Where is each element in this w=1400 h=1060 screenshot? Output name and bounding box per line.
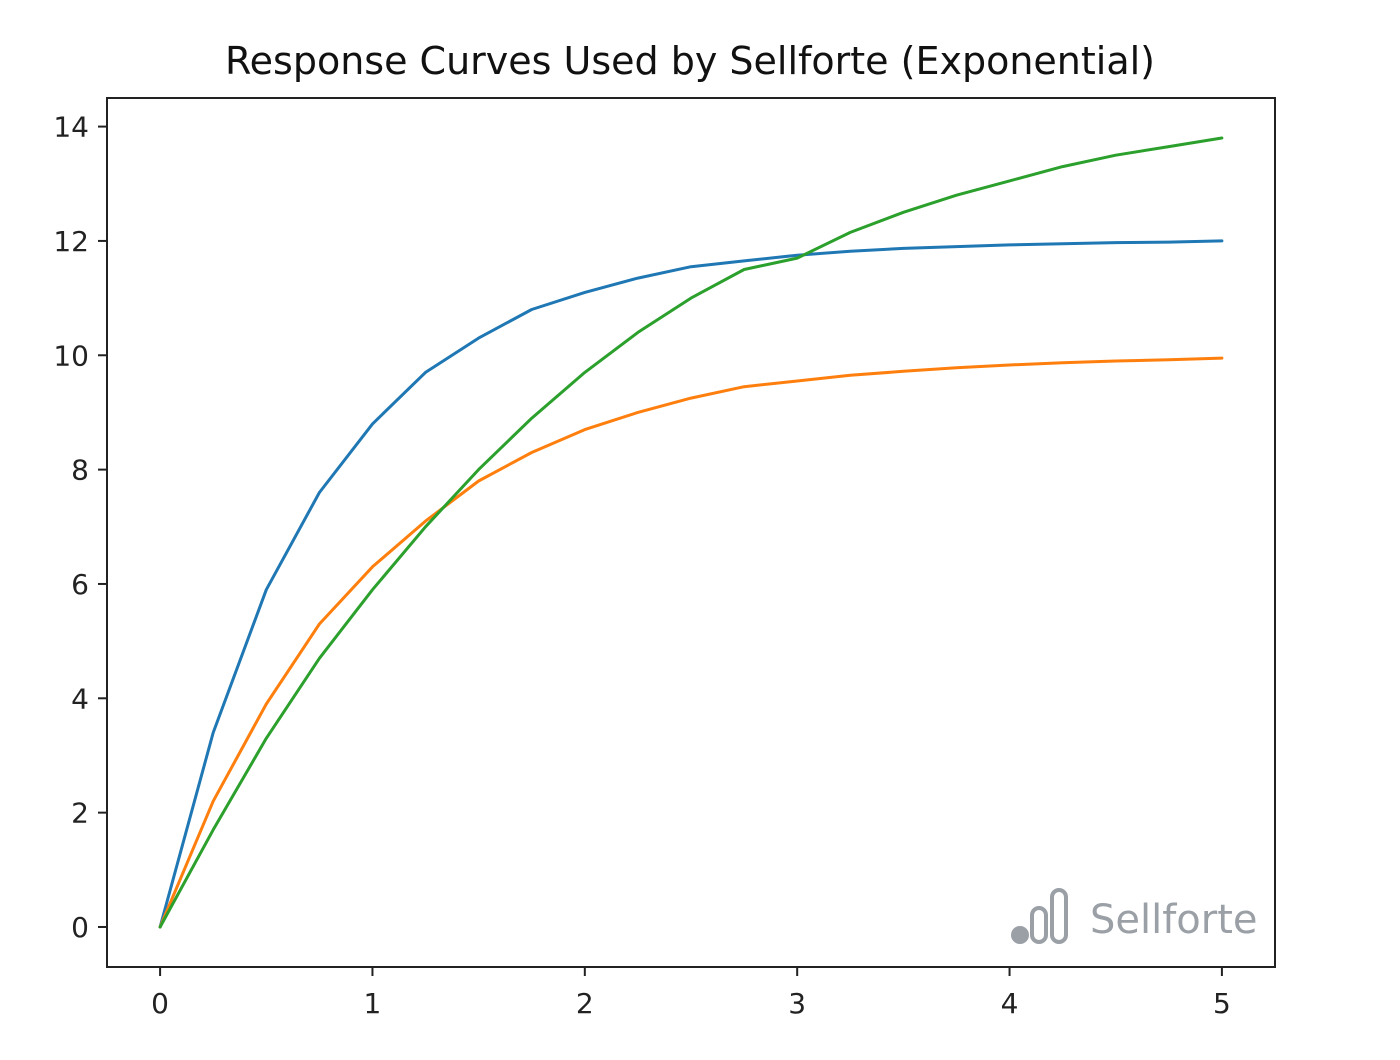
watermark-text: Sellforte: [1090, 897, 1258, 943]
x-tick-label: 1: [364, 987, 382, 1020]
x-tick-label: 0: [151, 987, 169, 1020]
y-tick-label: 8: [71, 454, 89, 487]
y-tick-label: 10: [53, 339, 89, 372]
y-tick-label: 12: [53, 225, 89, 258]
y-tick-label: 0: [71, 911, 89, 944]
x-tick-label: 3: [788, 987, 806, 1020]
x-tick-label: 5: [1213, 987, 1231, 1020]
watermark: Sellforte: [1011, 888, 1258, 944]
y-tick-label: 14: [53, 111, 89, 144]
y-tick-label: 6: [71, 568, 89, 601]
series-line-2: [158, 356, 1224, 929]
plot-area: [158, 136, 1224, 929]
y-tick-label: 2: [71, 797, 89, 830]
y-tick-label: 4: [71, 682, 89, 715]
series-line-1: [158, 239, 1224, 929]
x-tick-label: 4: [1001, 987, 1019, 1020]
axes-frame: [106, 97, 1276, 968]
x-tick-label: 2: [576, 987, 594, 1020]
series-line-3: [158, 136, 1224, 929]
chart-title: Response Curves Used by Sellforte (Expon…: [225, 39, 1155, 83]
sellforte-logo-icon: [1011, 888, 1068, 944]
